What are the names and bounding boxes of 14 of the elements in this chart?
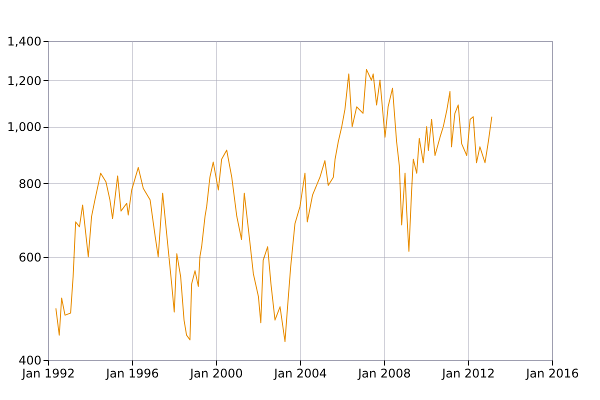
x-tick-label: Jan 2012	[441, 366, 495, 380]
y-tick-label: 1,400	[7, 34, 42, 48]
x-tick-label: Jan 2004	[273, 366, 327, 380]
y-tick-label: 600	[18, 250, 42, 264]
y-tick-label: 800	[18, 177, 42, 191]
x-tick-label: Jan 2016	[525, 366, 579, 380]
line-series	[55, 68, 492, 342]
x-tick-label: Jan 1996	[105, 366, 159, 380]
x-tick-label: Jan 2000	[189, 366, 243, 380]
x-tick-label: Jan 1992	[21, 366, 75, 380]
y-tick-label: 400	[18, 354, 42, 368]
y-tick-label: 1,000	[7, 120, 42, 134]
x-tick-label: Jan 2008	[357, 366, 411, 380]
y-tick-label: 1,200	[7, 74, 42, 88]
